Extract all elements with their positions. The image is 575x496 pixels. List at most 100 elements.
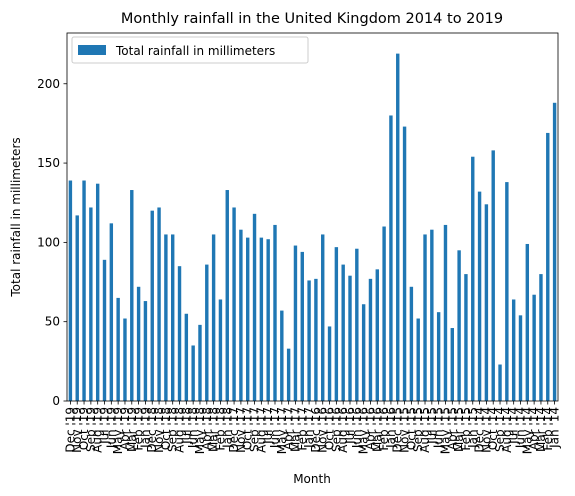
bar-71 [546,132,550,401]
bar-50 [402,126,407,401]
x-tick-label: Jul '15 [425,407,439,445]
bar-12 [143,301,148,401]
x-tick-label: Jan '16 [384,407,398,449]
bar-15 [164,234,168,401]
bar-59 [464,274,468,401]
legend: Total rainfall in millimeters [71,36,309,64]
x-tick-label: Nov '15 [398,407,412,453]
x-tick-label: Oct '15 [404,407,418,450]
x-tick-label: Jul '16 [343,407,357,445]
bar-41 [341,264,345,401]
bar-3 [82,180,86,401]
bar-21 [205,264,209,401]
x-tick-label: Feb '15 [459,407,473,451]
y-tick-label: 100 [37,235,60,249]
x-tick-label: Jan '15 [466,407,480,449]
x-tick-label: Nov '18 [152,407,166,453]
bar-30 [266,239,270,401]
x-tick-label: Sep '14 [493,407,507,452]
x-tick-label: Dec '19 [63,407,77,453]
y-tick-label: 50 [45,315,60,329]
bar-14 [157,207,161,401]
bar-1 [68,180,73,401]
x-tick-label: Apr '17 [282,407,296,450]
bar-37 [314,278,318,401]
bar-39 [327,326,332,401]
bar-58 [457,250,461,401]
x-tick-label: May '16 [357,407,371,454]
bar-25 [232,207,236,401]
bar-62 [484,204,489,401]
x-tick-label: Apr '16 [363,407,377,450]
plot-area-frame [66,32,559,402]
bar-11 [136,286,141,401]
bar-67 [518,315,523,401]
bar-47 [382,226,386,401]
bar-53 [423,234,427,401]
x-tick-label: Feb '18 [213,407,227,451]
x-tick-label: Feb '19 [132,407,146,451]
x-tick-label: Mar '14 [534,407,548,452]
x-tick-label: Oct '16 [323,407,337,450]
x-tick-label: Jun '19 [104,407,118,449]
x-tick-label: Apr '18 [200,407,214,450]
x-tick-label: Apr '19 [118,407,132,450]
x-tick-label: Nov '16 [316,407,330,453]
bar-57 [450,328,454,401]
x-tick-label: May '17 [275,407,289,454]
x-tick-label: Jan '19 [138,407,152,449]
x-tick-label: Sep '18 [166,407,180,452]
x-tick-label: Jul '17 [261,407,275,445]
x-tick-label: Oct '17 [241,407,255,450]
bar-72 [552,102,557,401]
bar-56 [443,224,448,401]
bar-44 [361,304,366,401]
bar-36 [307,280,311,401]
x-axis-title: Month [293,472,331,486]
bar-18 [184,313,189,401]
bar-64 [498,364,502,401]
bar-2 [75,215,79,401]
x-tick-label: May '14 [520,407,534,454]
x-tick-label: Nov '14 [479,407,493,453]
bar-46 [375,269,379,401]
x-tick-label: Feb '17 [295,407,309,451]
x-tick-label: Apr '14 [527,407,541,450]
x-tick-label: Jul '19 [98,407,112,445]
x-tick-label: Sep '16 [329,407,343,452]
x-tick-label: Apr '15 [445,407,459,450]
x-tick-label: Sep '15 [411,407,425,452]
bar-29 [259,237,264,401]
x-tick-label: Mar '16 [370,407,384,452]
x-tick-label: Aug '16 [336,407,350,453]
y-tick-label: 200 [37,77,60,91]
bar-35 [300,251,304,401]
chart-title: Monthly rainfall in the United Kingdom 2… [121,11,503,27]
x-tick-label: Jun '14 [513,407,527,449]
bar-16 [171,234,175,401]
x-tick-label: Jan '18 [220,407,234,449]
legend-box [71,36,309,64]
bar-13 [150,210,154,401]
bar-38 [321,234,325,401]
x-tick-label: Aug '19 [91,407,105,453]
y-axis-ticks: 0 50 100 150 200 [37,77,67,408]
x-tick-label: Nov '19 [70,407,84,453]
bar-7 [109,223,114,401]
bar-19 [191,345,195,401]
x-tick-label: Feb '14 [541,407,555,451]
bar-33 [286,348,291,401]
bar-52 [416,318,420,401]
x-tick-label: Jul '14 [507,407,521,445]
x-tick-label: Jun '18 [186,407,200,449]
x-tick-label: May '15 [438,407,452,454]
bar-8 [116,297,120,401]
x-tick-label: Jun '16 [350,407,364,449]
legend-label: Total rainfall in millimeters [115,44,275,58]
bars-group [68,53,557,402]
bar-48 [389,115,393,401]
x-tick-label: Sep '19 [84,407,98,452]
bar-17 [177,266,182,401]
